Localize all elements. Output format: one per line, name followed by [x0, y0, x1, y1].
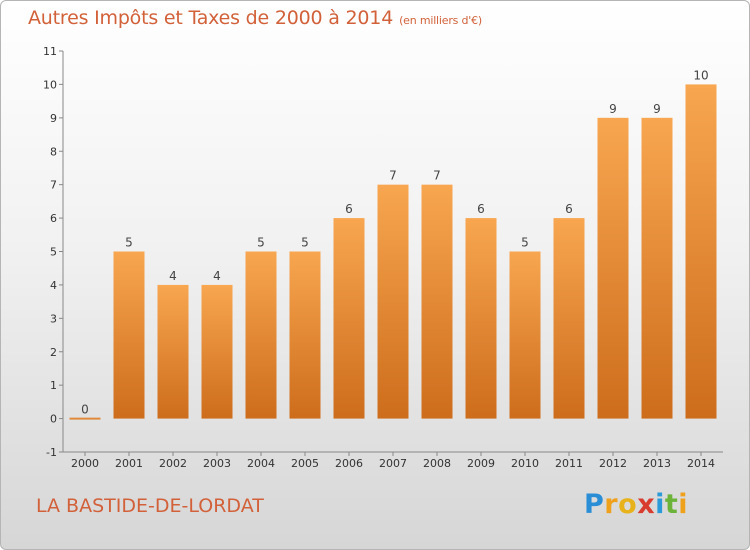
y-tick-label: 2	[50, 346, 57, 359]
bar-value-label: 0	[81, 403, 89, 417]
bar-value-label: 4	[169, 269, 177, 283]
bar-value-label: 10	[693, 68, 708, 82]
bar-value-label: 5	[257, 236, 265, 250]
bar	[289, 251, 321, 419]
bar-value-label: 4	[213, 269, 221, 283]
y-tick-label: -1	[46, 446, 57, 459]
brand-letter: P	[584, 489, 605, 520]
bar-value-label: 6	[345, 202, 353, 216]
bar-value-label: 5	[301, 236, 309, 250]
brand-letter: o	[618, 489, 638, 520]
y-tick-label: 0	[50, 413, 57, 426]
chart-title: Autres Impôts et Taxes de 2000 à 2014 (en…	[28, 7, 482, 29]
proxiti-logo[interactable]: Proxiti	[584, 489, 688, 520]
bar	[685, 84, 717, 419]
bar-value-label: 7	[389, 169, 397, 183]
x-tick-label: 2002	[159, 457, 187, 470]
y-tick-label: 9	[50, 112, 57, 125]
y-tick-label: 3	[50, 312, 57, 325]
bar	[597, 117, 629, 419]
x-tick-label: 2009	[467, 457, 495, 470]
brand-letter: x	[637, 489, 656, 520]
y-tick-label: 8	[50, 145, 57, 158]
bar-value-label: 5	[521, 236, 529, 250]
bar-value-label: 9	[609, 102, 617, 116]
bar	[553, 218, 585, 419]
x-tick-label: 2014	[687, 457, 715, 470]
brand-letter: i	[655, 489, 665, 520]
x-tick-label: 2000	[71, 457, 99, 470]
bar-value-label: 6	[477, 202, 485, 216]
chart-title-text: Autres Impôts et Taxes de 2000 à 2014	[28, 7, 394, 29]
bar-value-label: 9	[653, 102, 661, 116]
y-tick-label: 4	[50, 279, 57, 292]
brand-letter: t	[664, 489, 679, 520]
x-tick-label: 2004	[247, 457, 275, 470]
bar	[157, 284, 189, 419]
x-tick-label: 2011	[555, 457, 583, 470]
y-tick-label: 10	[43, 78, 57, 91]
x-tick-label: 2008	[423, 457, 451, 470]
brand-letter: i	[678, 489, 689, 520]
x-tick-label: 2010	[511, 457, 539, 470]
x-tick-label: 2006	[335, 457, 363, 470]
bar	[465, 218, 497, 419]
bar	[113, 251, 145, 419]
bar-value-label: 7	[433, 169, 441, 183]
y-tick-label: 7	[50, 179, 57, 192]
x-tick-label: 2007	[379, 457, 407, 470]
x-tick-label: 2013	[643, 457, 671, 470]
y-tick-label: 6	[50, 212, 57, 225]
y-tick-label: 5	[50, 246, 57, 259]
brand-letter: r	[604, 489, 619, 520]
bar	[641, 117, 673, 419]
bar	[201, 284, 233, 419]
x-tick-label: 2003	[203, 457, 231, 470]
bar-value-label: 5	[125, 236, 133, 250]
bar	[509, 251, 541, 419]
bar	[377, 184, 409, 419]
bar	[333, 218, 365, 419]
bar	[421, 184, 453, 419]
bar	[245, 251, 277, 419]
y-tick-label: 11	[43, 45, 57, 58]
y-tick-label: 1	[50, 379, 57, 392]
x-tick-label: 2012	[599, 457, 627, 470]
commune-name: LA BASTIDE-DE-LORDAT	[36, 495, 264, 517]
x-tick-label: 2001	[115, 457, 143, 470]
bar-value-label: 6	[565, 202, 573, 216]
chart-unit: (en milliers d'€)	[399, 14, 482, 27]
x-tick-label: 2005	[291, 457, 319, 470]
